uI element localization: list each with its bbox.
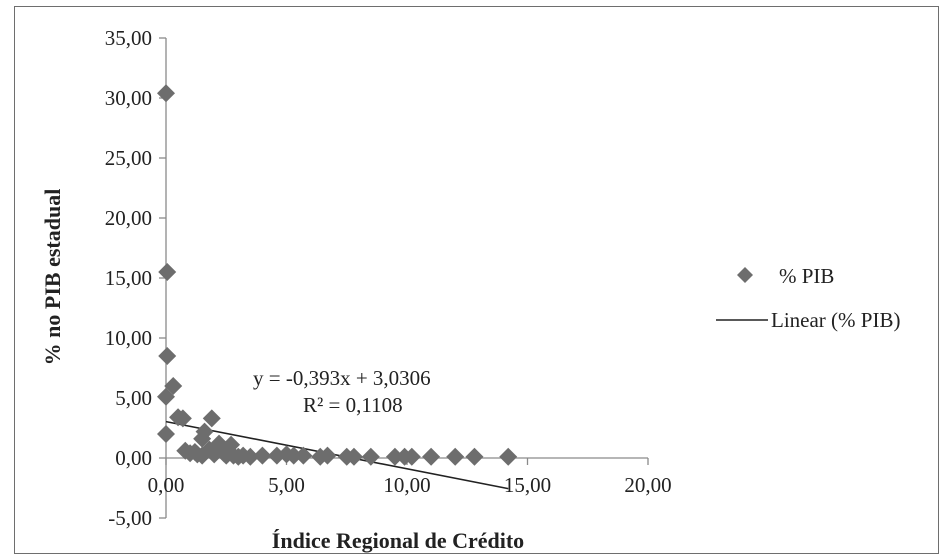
data-point: [284, 446, 303, 465]
legend: % PIB Linear (% PIB): [716, 264, 900, 332]
data-point: [195, 422, 214, 441]
data-point: [344, 447, 363, 466]
data-points: [157, 84, 518, 466]
data-point: [157, 387, 175, 406]
data-point: [446, 447, 465, 466]
data-point: [157, 84, 175, 103]
y-tick-label: 10,00: [105, 326, 152, 350]
data-point: [158, 347, 177, 365]
data-point: [385, 447, 404, 466]
data-point: [294, 446, 313, 465]
data-point: [173, 409, 192, 428]
y-axis: -5,00 0,00 5,00 10,00 15,00 20,00 25,00 30,00 35…: [105, 26, 167, 530]
trendline-equation: y = -0,393x + 3,0306: [253, 366, 431, 390]
trendline-r2: R² = 0,1108: [303, 393, 403, 417]
y-tick-label: 25,00: [105, 146, 152, 170]
y-tick-label: 5,00: [115, 386, 152, 410]
legend-marker-diamond: [737, 267, 753, 283]
x-tick-label: 5,00: [268, 473, 305, 497]
x-axis: 0,00 5,00 10,00 15,00 20,00: [148, 457, 672, 497]
data-point: [157, 425, 175, 443]
data-point: [402, 447, 421, 466]
y-tick-label: 20,00: [105, 206, 152, 230]
y-tick-label: 30,00: [105, 86, 152, 110]
data-point: [202, 409, 221, 428]
trendline-group: [165, 420, 509, 490]
data-point: [361, 447, 380, 466]
data-point: [158, 263, 177, 281]
y-tick-label: -5,00: [108, 506, 152, 530]
y-axis-title: % no PIB estadual: [40, 189, 65, 366]
data-point: [422, 447, 441, 466]
y-tick-label: 35,00: [105, 26, 152, 50]
x-tick-label: 15,00: [504, 473, 551, 497]
x-tick-label: 20,00: [624, 473, 671, 497]
trendline: [165, 420, 509, 490]
data-point: [465, 447, 484, 466]
legend-label-series: % PIB: [779, 264, 834, 288]
data-point: [164, 377, 183, 395]
data-point: [241, 447, 260, 466]
x-axis-title: Índice Regional de Crédito: [272, 528, 524, 553]
y-tick-label: 0,00: [115, 446, 152, 470]
data-point: [318, 446, 337, 465]
x-tick-label: 0,00: [148, 473, 185, 497]
data-point: [499, 447, 518, 466]
y-tick-label: 15,00: [105, 266, 152, 290]
x-tick-label: 10,00: [383, 473, 430, 497]
data-point: [253, 446, 272, 465]
legend-label-trend: Linear (% PIB): [771, 308, 900, 332]
